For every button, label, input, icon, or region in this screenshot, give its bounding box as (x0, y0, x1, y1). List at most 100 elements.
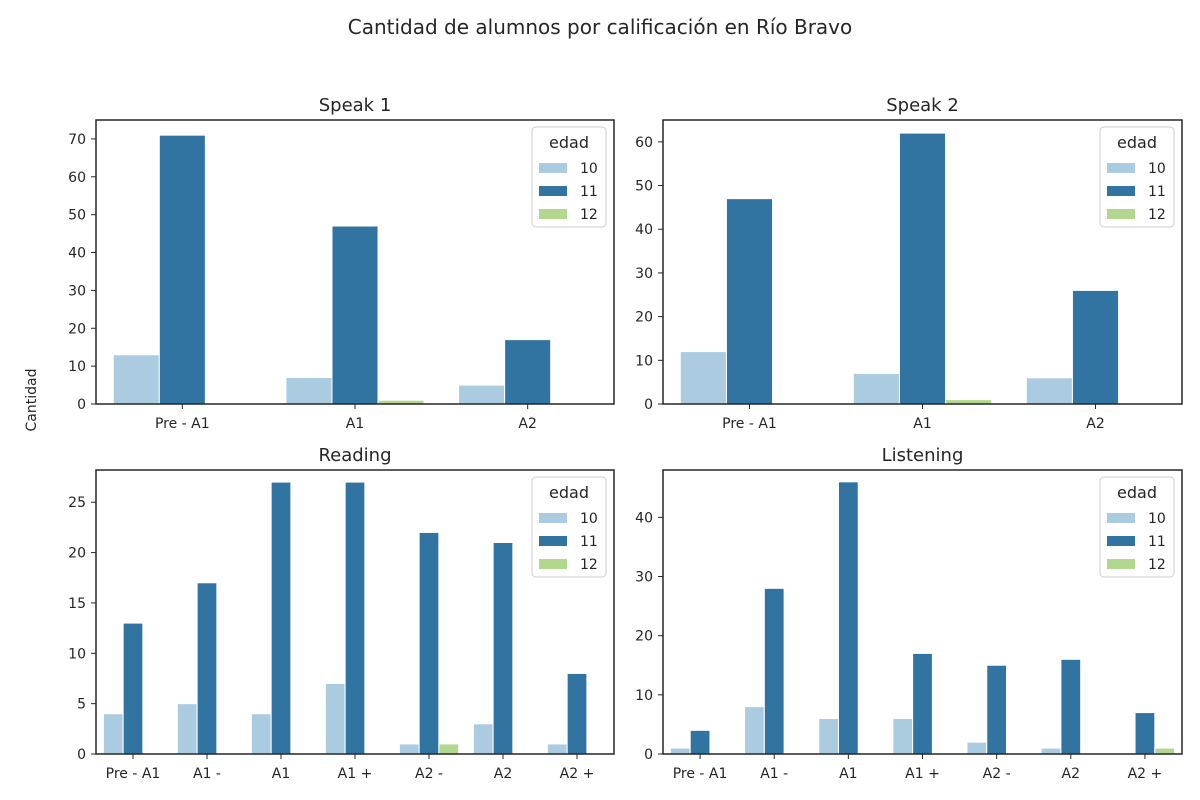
y-tick-label: 10 (635, 353, 653, 369)
y-tick-label: 0 (77, 397, 86, 413)
bar-11-4 (344, 481, 366, 755)
subplot-title: Speak 2 (886, 95, 959, 116)
legend-title: edad (549, 133, 589, 152)
bar-11-2 (331, 225, 379, 405)
bar-12-7 (1154, 747, 1176, 755)
legend-swatch-12 (1107, 559, 1135, 569)
legend-label-10: 10 (1148, 511, 1166, 527)
bar-11-4 (912, 652, 933, 755)
legend-box (1099, 476, 1175, 578)
legend-swatch-10 (1107, 513, 1135, 523)
legend-title: edad (1117, 133, 1157, 152)
y-tick-label: 10 (635, 688, 653, 704)
legend-swatch-11 (539, 536, 567, 546)
legend-label-11: 11 (580, 184, 598, 200)
legend-label-11: 11 (580, 534, 598, 550)
legend-title: edad (1117, 483, 1157, 502)
x-tick-label: Pre - A1 (673, 766, 728, 782)
bar-10-4 (324, 683, 346, 755)
bar-10-5 (398, 743, 420, 755)
y-tick-label: 0 (644, 397, 653, 413)
legend-swatch-10 (1107, 163, 1135, 173)
y-tick-label: 60 (635, 135, 653, 151)
legend-swatch-12 (1107, 209, 1135, 219)
x-tick-label: A2 (494, 766, 512, 782)
bar-11-3 (270, 481, 292, 755)
y-axis-label: Cantidad (24, 369, 40, 432)
x-tick-label: A2 + (560, 766, 595, 782)
subplot-3: Reading Pre - A1 A1 - A1 A1 + A2 - A2 A2 + 0 5 10 1… (68, 445, 615, 782)
legend-label-12: 12 (580, 557, 598, 573)
bar-11-5 (986, 664, 1008, 755)
legend-label-12: 12 (580, 207, 598, 223)
y-tick-label: 5 (77, 697, 86, 713)
y-tick-label: 0 (644, 747, 653, 763)
y-tick-label: 20 (68, 321, 86, 337)
y-tick-label: 10 (68, 359, 86, 375)
bar-11-3 (1071, 289, 1120, 405)
x-tick-label: A1 + (338, 766, 373, 782)
bar-10-2 (744, 706, 765, 755)
x-tick-label: Pre - A1 (722, 416, 777, 432)
y-tick-label: 40 (635, 510, 653, 526)
bar-10-7 (546, 743, 568, 755)
legend-title: edad (549, 483, 589, 502)
bar-10-4 (892, 718, 914, 755)
bar-11-1 (158, 134, 206, 405)
x-tick-label: Pre - A1 (106, 766, 161, 782)
subplot-2: Speak 2 Pre - A1 A1 A2 0 10 20 30 40 50 60 edad 10 11… (635, 95, 1183, 432)
y-tick-label: 20 (635, 629, 653, 645)
y-tick-label: 0 (77, 747, 86, 763)
bar-10-3 (250, 713, 272, 755)
bar-11-3 (504, 339, 552, 405)
bar-10-3 (458, 384, 506, 405)
x-tick-label: A1 (913, 416, 931, 432)
y-tick-label: 60 (68, 170, 86, 186)
x-tick-label: A1 (346, 416, 364, 432)
legend-label-11: 11 (1148, 534, 1166, 550)
x-tick-label: A1 - (760, 766, 788, 782)
bar-10-1 (679, 351, 727, 405)
x-tick-label: A1 - (193, 766, 221, 782)
bar-11-3 (837, 481, 859, 755)
legend-swatch-10 (539, 513, 567, 523)
legend-swatch-12 (539, 209, 567, 219)
y-tick-label: 30 (635, 266, 653, 282)
x-tick-label: A2 (1086, 416, 1104, 432)
legend-swatch-11 (1107, 186, 1135, 196)
bar-11-2 (898, 132, 947, 405)
x-tick-label: A1 (272, 766, 290, 782)
legend: edad 10 11 12 (1099, 126, 1175, 228)
bar-11-1 (725, 198, 774, 405)
x-tick-label: A2 (518, 416, 536, 432)
bar-11-5 (418, 531, 440, 755)
bar-10-5 (966, 741, 988, 755)
bar-11-6 (492, 542, 514, 755)
bar-10-3 (818, 718, 839, 755)
y-tick-label: 20 (635, 310, 653, 326)
y-tick-label: 40 (68, 246, 86, 262)
bar-11-2 (763, 587, 785, 755)
y-tick-label: 20 (68, 546, 86, 562)
x-tick-label: A2 - (983, 766, 1011, 782)
subplot-4: Listening Pre - A1 A1 - A1 A1 + A2 - A2 A2 + 0 10… (635, 445, 1183, 782)
legend: edad 10 11 12 (531, 476, 607, 578)
bar-10-2 (285, 376, 333, 405)
bar-11-1 (122, 622, 144, 755)
legend-label-12: 12 (1148, 557, 1166, 573)
legend-label-10: 10 (1148, 161, 1166, 177)
bar-10-6 (472, 723, 494, 755)
y-tick-label: 30 (68, 283, 86, 299)
y-tick-label: 70 (68, 132, 86, 148)
legend: edad 10 11 12 (531, 126, 607, 228)
x-tick-label: A2 - (415, 766, 443, 782)
figure-title: Cantidad de alumnos por calificación en … (348, 15, 853, 39)
x-tick-label: Pre - A1 (155, 416, 210, 432)
legend-label-10: 10 (580, 511, 598, 527)
x-tick-label: A1 + (905, 766, 940, 782)
x-tick-label: A1 (839, 766, 857, 782)
y-tick-label: 30 (635, 570, 653, 586)
bar-11-2 (196, 582, 218, 755)
bar-10-6 (1040, 747, 1062, 755)
